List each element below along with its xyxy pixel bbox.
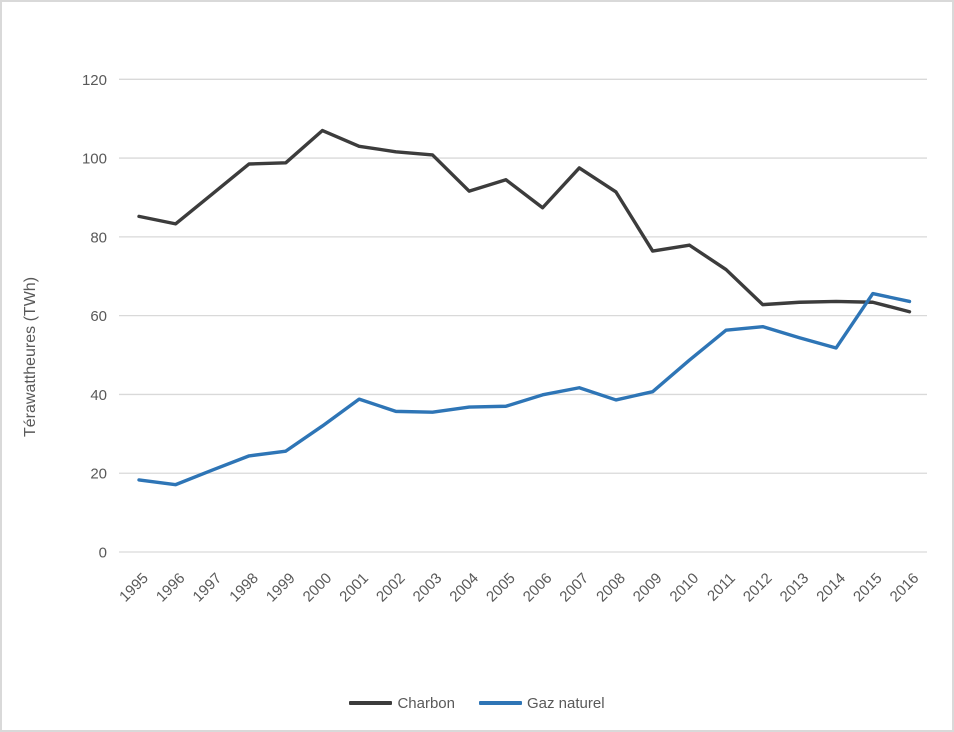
x-tick-label-2011: 2011 — [704, 570, 739, 605]
x-tick-label-2000: 2000 — [300, 570, 336, 606]
x-tick-label-2008: 2008 — [593, 570, 629, 606]
x-tick-label-2009: 2009 — [630, 570, 666, 606]
x-tick-label-1999: 1999 — [263, 570, 299, 606]
x-tick-label-2016: 2016 — [887, 570, 923, 606]
y-axis-title: Térawattheures (TWh) — [22, 276, 39, 438]
x-tick-label-1996: 1996 — [153, 570, 189, 606]
x-tick-label-2004: 2004 — [446, 570, 482, 606]
x-tick-label-2010: 2010 — [667, 570, 703, 606]
chart-legend: Charbon Gaz naturel — [2, 693, 952, 713]
series-line-charbon — [137, 128, 912, 314]
x-tick-label-2002: 2002 — [373, 570, 409, 606]
x-tick-label-2012: 2012 — [740, 570, 776, 606]
y-tick-label-120: 120 — [82, 72, 107, 89]
x-tick-label-2003: 2003 — [410, 570, 446, 606]
x-tick-label-2015: 2015 — [850, 570, 886, 606]
x-tick-label-2001: 2001 — [336, 570, 372, 606]
charbon-legend-label: Charbon — [397, 694, 455, 712]
gaz-naturel-legend-label: Gaz naturel — [527, 694, 605, 712]
legend-item-gaz-naturel: Gaz naturel — [479, 695, 605, 712]
y-tick-label-0: 0 — [99, 545, 107, 562]
y-tick-label-80: 80 — [90, 229, 107, 246]
x-tick-label-1995: 1995 — [116, 570, 152, 606]
x-tick-label-1997: 1997 — [190, 570, 226, 606]
x-tick-label-1998: 1998 — [226, 570, 262, 606]
gaz-naturel-legend-line-marker — [479, 701, 522, 705]
series-line-gaz-naturel — [137, 291, 912, 487]
x-tick-label-2014: 2014 — [813, 570, 849, 606]
legend-item-charbon: Charbon — [349, 695, 455, 712]
y-tick-label-40: 40 — [90, 387, 107, 404]
y-tick-label-20: 20 — [90, 466, 107, 483]
y-tick-label-100: 100 — [82, 151, 107, 168]
x-tick-label-2005: 2005 — [483, 570, 519, 606]
charbon-legend-line-marker — [349, 701, 393, 705]
x-tick-label-2006: 2006 — [520, 570, 556, 606]
x-tick-label-2007: 2007 — [556, 570, 592, 606]
x-tick-label-2013: 2013 — [777, 570, 813, 606]
y-tick-label-60: 60 — [90, 308, 107, 325]
